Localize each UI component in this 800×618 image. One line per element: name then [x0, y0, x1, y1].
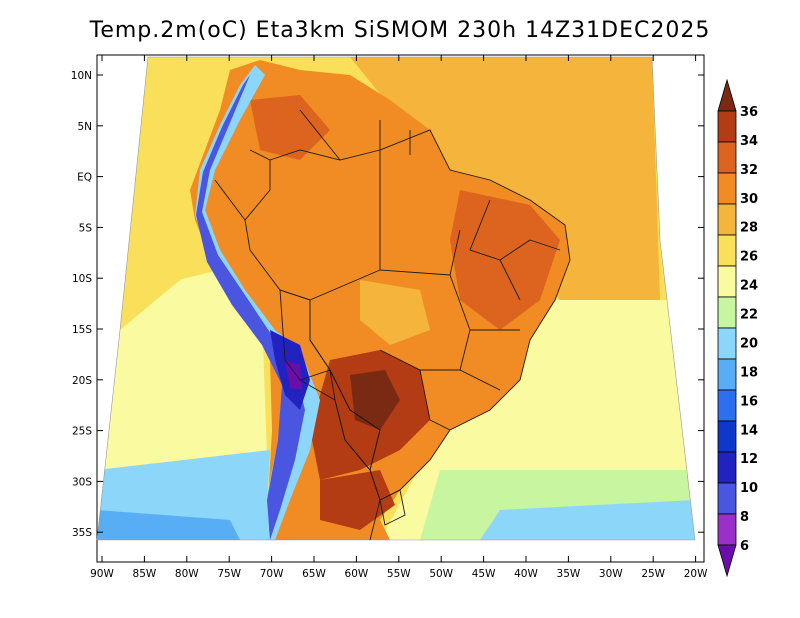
colorbar-arrow-top	[717, 78, 737, 112]
colorbar-swatch	[717, 234, 737, 267]
land-mild-amazon	[360, 280, 430, 345]
latitude-axis: 10N 5N EQ 5S 10S 15S 20S 25S 30S 35S	[71, 70, 704, 539]
colorbar-swatch	[717, 141, 737, 174]
colorbar-label: 34	[740, 134, 758, 149]
lon-label: 45W	[472, 568, 496, 580]
lon-label: 40W	[514, 568, 538, 580]
lat-label: 5N	[77, 121, 92, 133]
colorbar-label: 18	[740, 365, 758, 380]
andes-coldest	[285, 360, 302, 390]
lon-label: 35W	[557, 568, 581, 580]
border-peru-colombia	[214, 149, 271, 221]
pacific-tropical	[120, 57, 240, 330]
colorbar-swatch	[717, 389, 737, 422]
colorbar-label: 28	[740, 221, 758, 236]
lon-label: 25W	[641, 568, 665, 580]
colorbar-label: 10	[740, 481, 758, 496]
lat-label: EQ	[77, 172, 92, 184]
lon-label: 55W	[387, 568, 411, 580]
land-hot-northeast	[450, 190, 560, 330]
longitude-axis: 90W 85W 80W 75W 70W 65W 60W 55W 50W 45W 40W 35W 30W 2…	[90, 55, 708, 580]
land-hottest-core	[350, 370, 400, 430]
map-title: Temp.2m(oC) Eta3km SiSMOM 230h 14Z31DEC2…	[89, 18, 711, 43]
colorbar-swatch	[717, 296, 737, 329]
temperature-field	[97, 57, 695, 540]
lon-label: 60W	[345, 568, 369, 580]
colorbar-swatch	[717, 172, 737, 205]
lat-label: 10N	[71, 70, 92, 82]
colorbar-swatch	[717, 451, 737, 484]
colorbar-label: 20	[740, 336, 758, 351]
colorbar-swatch	[717, 265, 737, 298]
domain-outline	[96, 56, 696, 541]
colorbar-swatch	[717, 110, 737, 143]
colorbar: 6 8 10 12 14 16 18 20 22 24 26 28 30 32 34 36	[717, 78, 758, 578]
colorbar-label: 12	[740, 452, 758, 467]
lon-label: 80W	[175, 568, 199, 580]
colorbar-label: 8	[740, 510, 749, 525]
colorbar-label: 36	[740, 105, 758, 120]
lon-label: 70W	[260, 568, 284, 580]
lat-label: 5S	[79, 222, 93, 234]
lon-label: 75W	[217, 568, 241, 580]
lat-label: 20S	[72, 375, 92, 387]
colorbar-swatch	[717, 420, 737, 453]
colorbar-label: 24	[740, 279, 758, 294]
lon-label: 85W	[133, 568, 157, 580]
border-states-3	[469, 199, 561, 301]
lat-label: 15S	[72, 324, 92, 336]
lat-label: 35S	[72, 527, 92, 539]
border-venezuela-guyana	[299, 109, 411, 161]
colorbar-swatch	[717, 482, 737, 515]
political-borders	[214, 109, 571, 541]
lon-label: 30W	[599, 568, 623, 580]
colorbar-swatch	[717, 203, 737, 236]
border-argentina	[299, 379, 381, 541]
lon-label: 90W	[90, 568, 114, 580]
colorbar-arrow-bottom	[717, 544, 737, 578]
colorbar-label: 16	[740, 394, 758, 409]
colorbar-swatch	[717, 358, 737, 391]
colorbar-label: 32	[740, 163, 758, 178]
lat-label: 10S	[72, 273, 92, 285]
lat-label: 30S	[72, 476, 92, 488]
pacific-cool-2	[97, 510, 240, 540]
atlantic-warm	[350, 57, 660, 300]
lon-label: 50W	[429, 568, 453, 580]
andes-core	[196, 75, 305, 540]
atlantic-cool-2	[480, 500, 695, 540]
colorbar-label: 14	[740, 423, 758, 438]
border-states-2	[379, 329, 501, 431]
border-uruguay	[379, 489, 406, 526]
lon-label: 65W	[302, 568, 326, 580]
land-hot-north	[250, 95, 330, 160]
lon-label: 20W	[684, 568, 708, 580]
colorbar-label: 6	[740, 539, 749, 554]
colorbar-swatch	[717, 327, 737, 360]
colorbar-label: 26	[740, 250, 758, 265]
colorbar-label: 22	[740, 308, 758, 323]
colorbar-label: 30	[740, 192, 758, 207]
colorbar-swatch	[717, 513, 737, 546]
lat-label: 25S	[72, 426, 92, 438]
